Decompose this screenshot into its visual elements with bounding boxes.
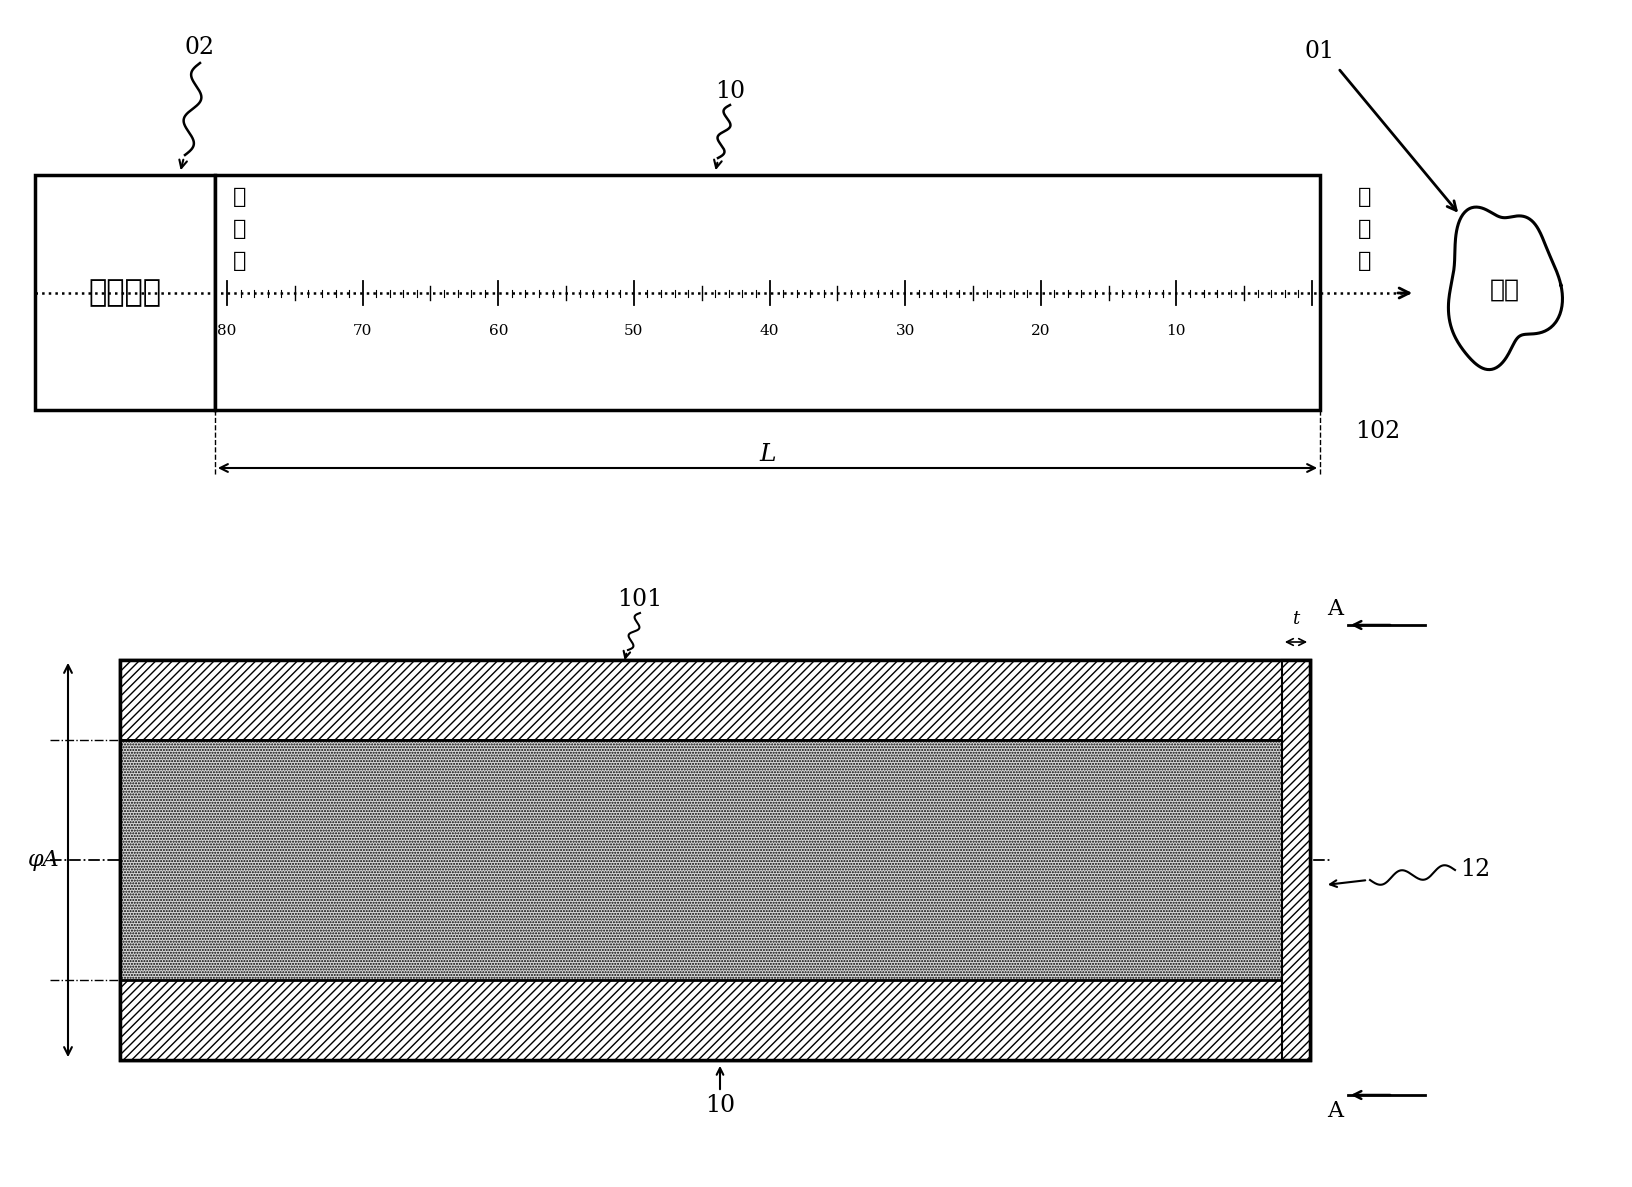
Text: 子: 子 [233, 218, 246, 239]
Text: 10: 10 [715, 81, 746, 103]
Bar [121, 740, 1283, 980]
Text: 102: 102 [1355, 420, 1400, 444]
Bar [34, 174, 215, 410]
Text: 束: 束 [233, 250, 246, 271]
Bar [215, 174, 1320, 410]
Text: L: L [759, 443, 775, 466]
Text: t: t [1293, 610, 1299, 628]
Text: 靶区: 靶区 [1490, 278, 1519, 301]
Text: φB: φB [155, 849, 188, 871]
Bar [121, 660, 1283, 740]
Text: 12: 12 [1461, 858, 1490, 882]
Text: 30: 30 [896, 324, 916, 338]
Text: 40: 40 [761, 324, 778, 338]
Text: 20: 20 [1031, 324, 1051, 338]
Text: 02: 02 [184, 37, 215, 59]
Text: A: A [1327, 1100, 1343, 1122]
Text: 放射束源: 放射束源 [88, 278, 162, 307]
Text: 束: 束 [1358, 250, 1371, 271]
Text: 粒: 粒 [1358, 188, 1371, 207]
Bar [1283, 660, 1310, 1060]
Text: 10: 10 [1167, 324, 1186, 338]
Text: 50: 50 [623, 324, 643, 338]
Text: 80: 80 [217, 324, 237, 338]
Text: 粒: 粒 [233, 188, 246, 207]
Bar [121, 660, 1310, 1060]
Text: A: A [1327, 598, 1343, 620]
Text: 60: 60 [488, 324, 508, 338]
Bar [121, 660, 1310, 1060]
Bar [121, 980, 1283, 1060]
Text: 子: 子 [1358, 218, 1371, 239]
Text: φA: φA [28, 849, 60, 871]
Text: 70: 70 [353, 324, 372, 338]
Text: 01: 01 [1306, 40, 1335, 63]
Text: 101: 101 [617, 589, 663, 611]
Text: 10: 10 [705, 1093, 734, 1117]
